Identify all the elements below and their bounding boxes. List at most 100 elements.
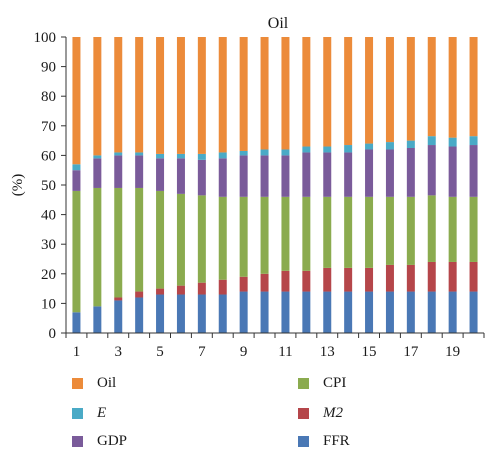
legend-swatch-e [72,408,83,419]
bar-oil-2 [93,37,102,156]
bar-m2-19 [448,261,457,292]
bar-cpi-2 [93,187,102,307]
x-tick-label-11: 11 [278,344,292,360]
bar-m2-18 [427,261,436,292]
bar-cpi-11 [281,196,290,271]
y-tick-label-100: 100 [34,30,57,46]
bar-oil-19 [448,37,457,138]
bar-e-7 [197,153,206,160]
x-tick-label-15: 15 [362,344,377,360]
bar-e-16 [385,142,394,150]
bar-m2-5 [156,288,165,295]
bar-oil-3 [114,37,123,153]
bar-ffr-19 [448,291,457,333]
bar-e-6 [176,153,185,159]
legend-swatch-cpi [298,378,309,389]
bar-cpi-17 [406,196,415,265]
legend-item-ffr: FFR [298,433,350,450]
bar-oil-6 [176,37,185,154]
y-tick-label-10: 10 [41,296,56,312]
bar-ffr-17 [406,291,415,333]
bar-oil-15 [365,37,374,144]
legend-swatch-ffr [298,436,309,447]
bar-m2-20 [469,261,478,292]
bar-ffr-3 [114,300,123,333]
bar-oil-9 [239,37,248,151]
bar-e-4 [135,152,144,156]
bar-e-12 [302,146,311,153]
y-tick-label-60: 60 [41,148,56,164]
y-tick-label-70: 70 [41,119,56,135]
bar-ffr-16 [385,291,394,333]
bar-e-8 [218,152,227,159]
bar-gdp-7 [197,159,206,196]
bar-gdp-13 [323,152,332,197]
bar-ffr-13 [323,291,332,333]
bar-cpi-8 [218,196,227,280]
bar-cpi-13 [323,196,332,268]
bar-m2-6 [176,285,185,295]
bar-e-15 [365,143,374,150]
bar-gdp-2 [93,158,102,188]
bar-ffr-20 [469,291,478,333]
bar-gdp-3 [114,155,123,188]
bar-cpi-5 [156,190,165,289]
x-tick-label-9: 9 [240,344,248,360]
bar-cpi-1 [72,190,81,313]
chart-title: Oil [268,15,289,32]
bar-oil-5 [156,37,165,154]
bar-gdp-11 [281,155,290,197]
bar-oil-8 [218,37,227,153]
bar-ffr-10 [260,291,269,333]
bar-m2-8 [218,279,227,295]
bar-ffr-14 [344,291,353,333]
bar-e-19 [448,137,457,147]
bar-e-10 [260,149,269,156]
bar-gdp-8 [218,158,227,197]
bar-e-3 [114,152,123,156]
bar-cpi-16 [385,196,394,265]
bar-m2-7 [197,282,206,295]
bar-oil-7 [197,37,206,154]
bar-ffr-18 [427,291,436,333]
legend-label-oil: Oil [97,375,117,391]
x-tick-label-1: 1 [73,344,81,360]
bar-e-2 [93,155,102,159]
bar-ffr-15 [365,291,374,333]
bar-oil-20 [469,37,478,137]
y-tick-label-90: 90 [41,60,56,76]
legend-label-cpi: CPI [323,375,347,391]
legend: Oil CPI E M2 GDP FFR [0,365,500,465]
bar-m2-3 [114,297,123,301]
bar-oil-11 [281,37,290,150]
bar-gdp-16 [385,149,394,197]
bar-gdp-15 [365,149,374,197]
y-tick-label-40: 40 [41,208,56,224]
x-tick-label-13: 13 [320,344,335,360]
bar-m2-14 [344,267,353,292]
bar-gdp-20 [469,145,478,197]
bar-cpi-4 [135,187,144,292]
bar-e-1 [72,164,81,171]
bar-oil-4 [135,37,144,153]
bar-cpi-19 [448,196,457,262]
legend-item-m2: M2 [298,405,343,422]
bar-cpi-14 [344,196,353,268]
bar-e-14 [344,145,353,153]
bar-cpi-9 [239,196,248,277]
y-tick-label-0: 0 [49,326,57,342]
bar-gdp-1 [72,170,81,191]
bar-ffr-6 [176,294,185,333]
bar-cpi-18 [427,195,436,262]
x-tick-label-19: 19 [445,344,460,360]
bar-oil-1 [72,37,81,165]
bar-m2-4 [135,291,144,298]
bar-gdp-18 [427,145,436,196]
bar-oil-13 [323,37,332,147]
bar-cpi-3 [114,187,123,298]
legend-swatch-gdp [72,436,83,447]
bar-e-17 [406,140,415,148]
bar-e-5 [156,153,165,159]
